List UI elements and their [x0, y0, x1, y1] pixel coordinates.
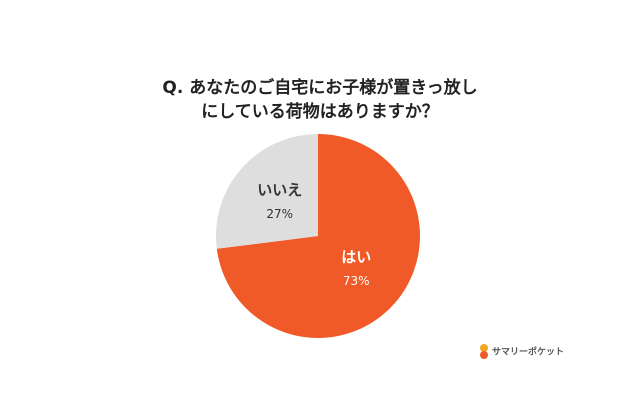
- pie-slice: [216, 134, 420, 338]
- value-label: 73%: [343, 274, 370, 288]
- chart-title: にしている荷物はありますか？: [201, 101, 439, 122]
- pie-slice: [216, 134, 318, 249]
- slice-label: いいえ: [257, 181, 302, 199]
- slice-label: はい: [341, 248, 371, 266]
- logo-dot: [480, 344, 488, 352]
- logo-dot: [480, 351, 488, 359]
- brand-name: サマリーポケット: [492, 346, 564, 358]
- brand-logo: サマリーポケット: [480, 344, 564, 359]
- chart-title: Q. あなたのご自宅にお子様が置きっ放し: [162, 77, 477, 98]
- value-label: 27%: [266, 207, 293, 221]
